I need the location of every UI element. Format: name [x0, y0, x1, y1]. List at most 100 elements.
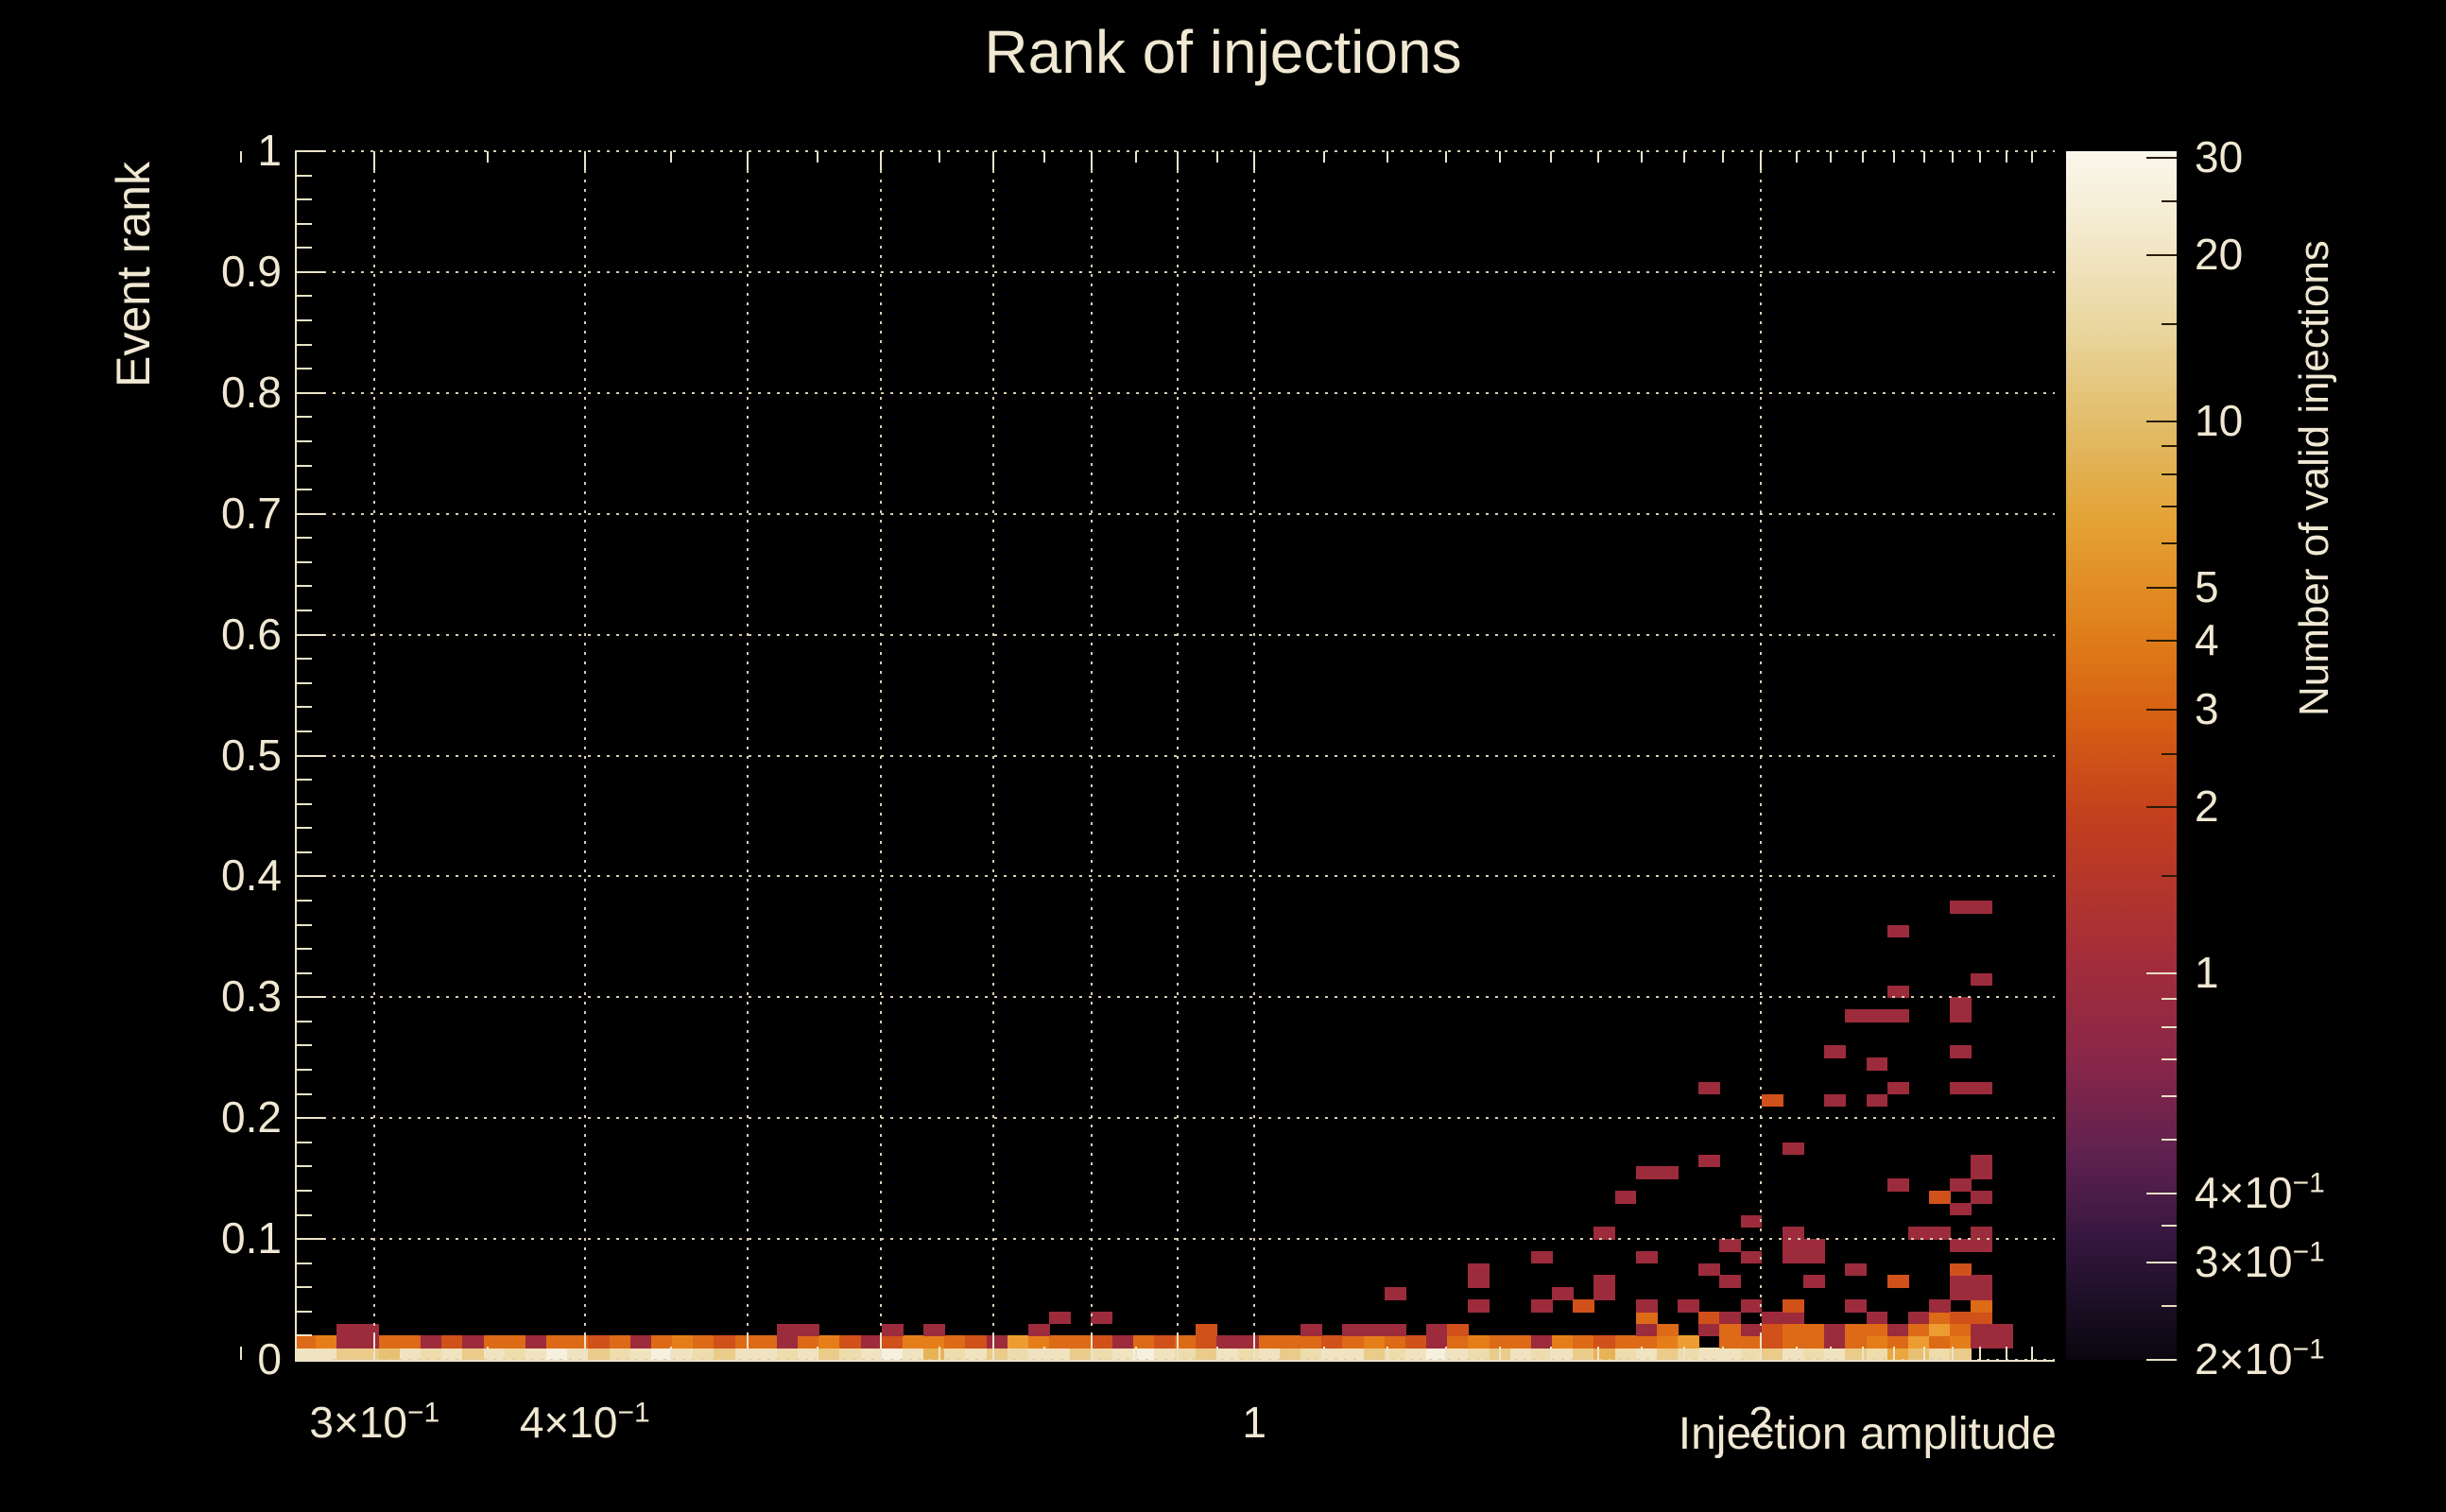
x-minor-tick	[2031, 1347, 2034, 1360]
heatmap-cell	[1971, 1239, 1993, 1252]
heatmap-cell	[609, 1335, 631, 1349]
heatmap-cell	[1447, 1323, 1470, 1337]
x-minor-tick-top	[1042, 151, 1045, 163]
colorbar-major-tick	[2146, 1359, 2177, 1361]
x-axis-line	[295, 1360, 2055, 1362]
heatmap-cell	[776, 1348, 799, 1361]
heatmap-cell	[1552, 1287, 1574, 1300]
heatmap-cell	[1971, 1275, 1993, 1289]
y-minor-tick	[297, 610, 312, 612]
heatmap-cell	[1866, 1348, 1888, 1361]
x-minor-tick-top	[1134, 151, 1137, 163]
heatmap-cell	[1929, 1311, 1951, 1325]
heatmap-cell	[1321, 1335, 1344, 1349]
x-minor-tick	[1862, 1347, 1865, 1360]
heatmap-cell	[1196, 1348, 1218, 1361]
heatmap-cell	[316, 1348, 338, 1361]
colorbar-tick-label: 3×10−1	[2195, 1236, 2325, 1287]
y-minor-tick	[297, 658, 312, 661]
x-minor-tick	[1596, 1347, 1599, 1360]
heatmap-cell	[1384, 1348, 1406, 1361]
heatmap-cell	[1635, 1348, 1658, 1361]
colorbar-tick-label: 3	[2195, 684, 2219, 734]
colorbar-major-tick	[2146, 586, 2177, 589]
heatmap-cell	[462, 1335, 485, 1349]
chart-title: Rank of injections	[984, 18, 1462, 86]
colorbar-minor-tick	[2162, 752, 2177, 755]
x-tick-label: 1	[1242, 1398, 1266, 1447]
x-minor-tick	[1322, 1347, 1325, 1360]
heatmap-cell	[1929, 1323, 1951, 1337]
heatmap-cell	[1971, 1190, 1993, 1204]
heatmap-cell	[965, 1335, 988, 1349]
y-minor-tick	[297, 706, 312, 709]
colorbar-major-tick	[2146, 1262, 2177, 1264]
y-gridline	[295, 270, 2055, 273]
x-tick-label: 3×10−1	[309, 1397, 440, 1447]
heatmap-cell	[357, 1323, 380, 1337]
heatmap-cell	[1907, 1323, 1930, 1337]
y-tick-label: 1	[257, 126, 282, 175]
y-minor-tick	[297, 850, 312, 853]
heatmap-cell	[1782, 1348, 1804, 1361]
heatmap-cell	[1929, 1348, 1951, 1361]
heatmap-cell	[1761, 1348, 1783, 1361]
x-minor-tick	[816, 1347, 818, 1360]
heatmap-cell	[1635, 1166, 1658, 1179]
heatmap-cell	[902, 1335, 924, 1349]
heatmap-cell	[1468, 1348, 1490, 1361]
heatmap-cell	[316, 1335, 338, 1349]
heatmap-cell	[336, 1335, 359, 1349]
heatmap-cell	[295, 1335, 317, 1349]
heatmap-cell	[1384, 1323, 1406, 1337]
heatmap-cell	[839, 1335, 862, 1349]
x-minor-tick-top	[1922, 151, 1925, 163]
heatmap-cell	[650, 1348, 673, 1361]
heatmap-cell	[1950, 1348, 1972, 1361]
heatmap-cell	[693, 1335, 715, 1349]
colorbar-tick-label: 20	[2195, 229, 2244, 279]
x-minor-tick	[1549, 1347, 1552, 1360]
heatmap-cell	[881, 1323, 904, 1337]
colorbar-tick-label: 2×10−1	[2195, 1333, 2325, 1383]
heatmap-cell	[504, 1335, 526, 1349]
x-minor-tick-top	[1829, 151, 1832, 163]
x-major-tick	[1760, 1333, 1763, 1360]
heatmap-cell	[1866, 1323, 1888, 1337]
heatmap-cell	[1509, 1335, 1532, 1349]
heatmap-cell	[1971, 1299, 1993, 1313]
heatmap-cell	[1656, 1323, 1679, 1337]
heatmap-cell	[1886, 1178, 1909, 1192]
heatmap-cell	[1404, 1335, 1427, 1349]
heatmap-cell	[1216, 1335, 1239, 1349]
colorbar-major-tick	[2146, 972, 2177, 975]
colorbar-minor-tick	[2162, 998, 2177, 1001]
heatmap-cell	[1049, 1335, 1071, 1349]
x-minor-tick-top	[240, 151, 243, 163]
heatmap-cell	[1216, 1348, 1239, 1361]
heatmap-cell	[1698, 1154, 1721, 1168]
heatmap-cell	[1258, 1335, 1281, 1349]
y-minor-tick	[297, 295, 312, 298]
colorbar-minor-tick	[2162, 1224, 2177, 1227]
heatmap-cell	[1384, 1287, 1406, 1300]
x-major-tick-top	[1760, 151, 1763, 170]
x-minor-tick-top	[1682, 151, 1685, 163]
heatmap-cell	[734, 1335, 757, 1349]
heatmap-cell	[1132, 1335, 1155, 1349]
heatmap-cell	[629, 1335, 652, 1349]
x-minor-tick	[1215, 1347, 1218, 1360]
x-major-tick	[880, 1333, 883, 1360]
heatmap-cell	[1971, 1311, 1993, 1325]
heatmap-cell	[776, 1323, 799, 1337]
y-gridline	[295, 996, 2055, 999]
y-gridline	[295, 150, 2055, 152]
x-minor-tick-top	[2006, 151, 2008, 163]
heatmap-cell	[1991, 1323, 2014, 1337]
heatmap-cell	[1950, 1275, 1972, 1289]
x-minor-tick-top	[1795, 151, 1798, 163]
heatmap-cell	[1196, 1323, 1218, 1337]
heatmap-cell	[1635, 1335, 1658, 1349]
colorbar-minor-tick	[2162, 473, 2177, 476]
colorbar-tick-label: 10	[2195, 395, 2244, 445]
